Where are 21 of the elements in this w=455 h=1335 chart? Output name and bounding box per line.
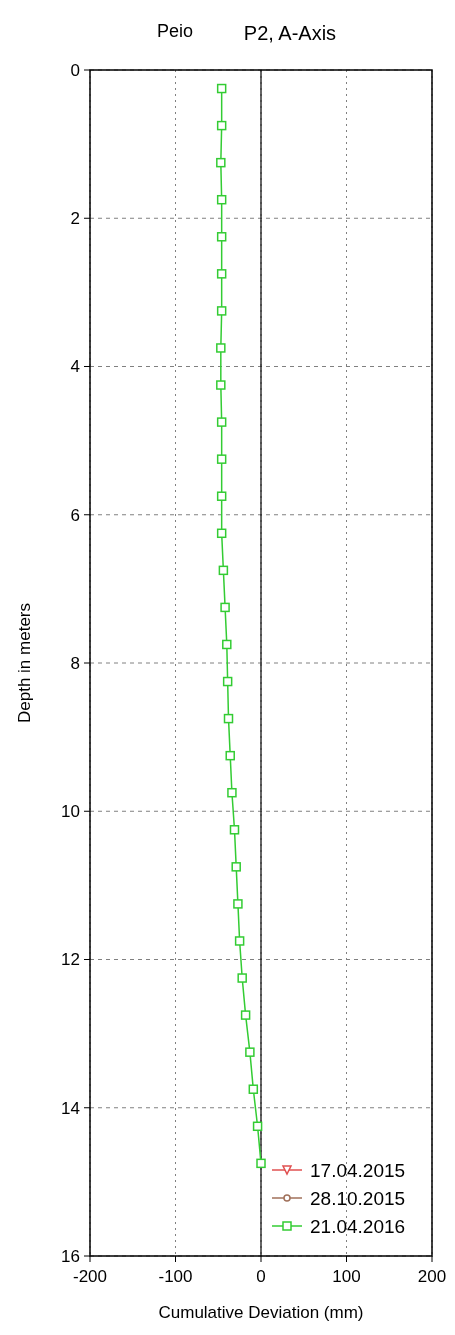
legend-label: 17.04.2015 <box>310 1159 406 1181</box>
y-tick-label: 6 <box>70 505 80 525</box>
x-axis-title: Cumulative Deviation (mm) <box>158 1303 364 1322</box>
y-tick-label: 10 <box>61 802 80 822</box>
y-tick-label: 2 <box>70 209 80 229</box>
legend-label: 28.10.2015 <box>310 1187 406 1209</box>
y-tick-label: 14 <box>61 1098 80 1118</box>
chart-title: P2, A-Axis <box>243 22 337 44</box>
x-tick-label: -100 <box>158 1267 193 1286</box>
x-tick-label: 0 <box>256 1267 266 1286</box>
x-tick-label: -200 <box>72 1267 108 1286</box>
y-axis-title: Depth in meters <box>15 603 34 723</box>
y-tick-label: 16 <box>61 1246 80 1266</box>
y-tick-label: 4 <box>70 357 80 377</box>
text: Peio <box>156 21 194 41</box>
x-tick-label: 100 <box>332 1267 361 1286</box>
y-tick-label: 12 <box>61 950 80 970</box>
y-tick-label: 8 <box>70 653 80 673</box>
legend-label: 21.04.2016 <box>310 1215 406 1237</box>
y-tick-label: 0 <box>70 60 80 80</box>
x-tick-label: 200 <box>417 1267 447 1286</box>
